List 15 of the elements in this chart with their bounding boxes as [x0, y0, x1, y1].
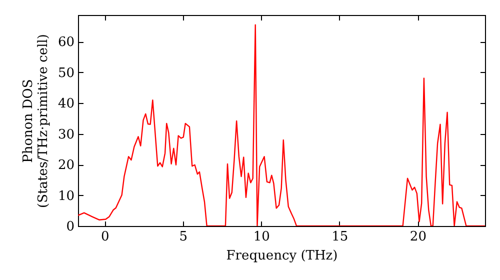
- y-tick-label: 60: [58, 35, 74, 50]
- x-tick-label: 10: [253, 230, 270, 244]
- x-tick-label: 5: [179, 230, 188, 244]
- x-axis-title: Frequency (THz): [226, 248, 338, 264]
- y-tick-label: 10: [58, 188, 74, 204]
- y-tick-label: 20: [58, 158, 74, 174]
- y-axis-title: Phonon DOS (States/THz·primitive cell): [20, 34, 51, 208]
- line-series: [78, 24, 485, 226]
- y-tick-label: 50: [58, 66, 74, 81]
- x-tick-label: 20: [410, 230, 426, 244]
- y-tick-label: 40: [58, 96, 74, 112]
- x-tick-label: 0: [100, 230, 110, 244]
- y-tick-label: 30: [58, 127, 74, 142]
- x-tick-label: 15: [332, 230, 348, 244]
- y-tick-label: 0: [66, 220, 74, 234]
